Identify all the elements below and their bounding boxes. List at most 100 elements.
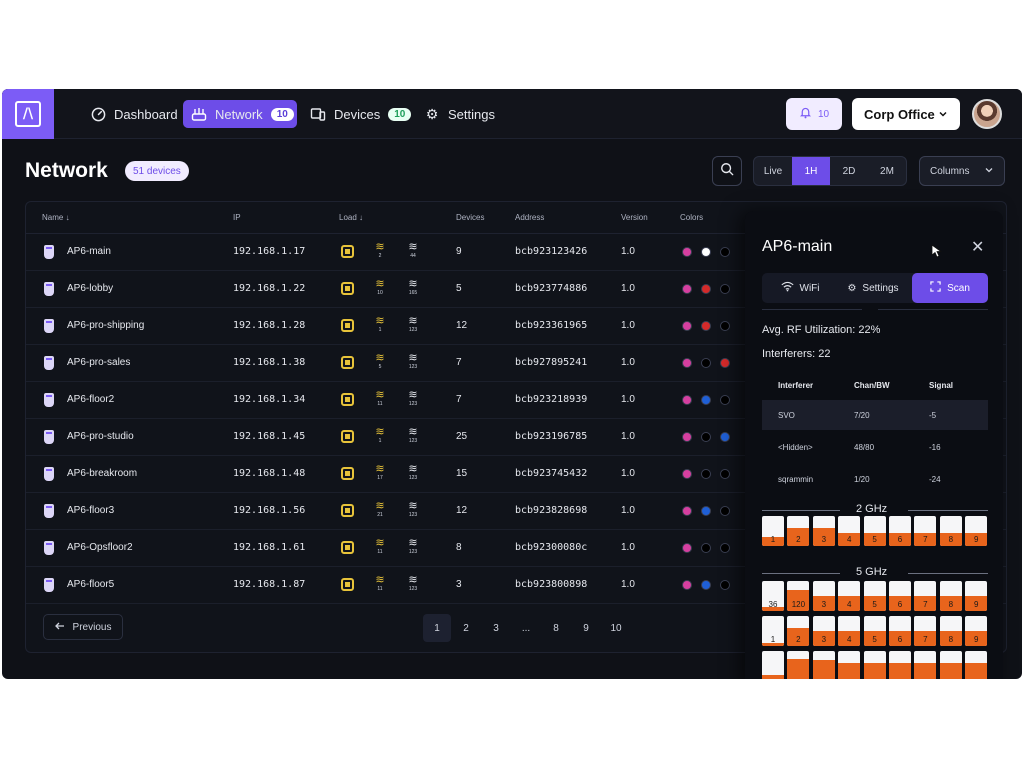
tab-scan[interactable]: Scan xyxy=(912,273,988,303)
color-swatch[interactable] xyxy=(701,395,711,405)
channel-tile[interactable]: 6 xyxy=(889,516,911,546)
table-row[interactable]: AP6-breakroom 192.168.1.48 ≋ 17 ≋ 123 15 bcb923… xyxy=(26,456,1006,493)
color-swatch[interactable] xyxy=(720,432,730,442)
col-devices[interactable]: Devices xyxy=(456,213,485,222)
table-row[interactable]: AP6-pro-sales 192.168.1.38 ≋ 5 ≋ 123 7 bcb92789… xyxy=(26,345,1006,382)
channel-tile[interactable] xyxy=(863,651,886,679)
channel-tile[interactable]: 4 xyxy=(838,581,861,611)
close-icon[interactable]: ✕ xyxy=(971,239,985,256)
tab-wifi[interactable]: WiFi xyxy=(768,273,832,303)
channel-tile[interactable]: 120 xyxy=(787,581,810,611)
channel-tile[interactable]: 3 xyxy=(812,581,835,611)
channel-tile[interactable]: 8 xyxy=(939,616,962,646)
channel-tile[interactable] xyxy=(787,651,810,679)
page-2[interactable]: 2 xyxy=(463,622,469,634)
search-button[interactable] xyxy=(712,156,742,186)
page-1[interactable]: 1 xyxy=(423,614,451,642)
col-colors[interactable]: Colors xyxy=(680,213,704,222)
channel-tile[interactable]: 5 xyxy=(863,516,886,546)
channel-tile[interactable]: 1 xyxy=(762,616,784,646)
tab-settings[interactable]: ⚙ Settings xyxy=(847,282,899,294)
color-swatch[interactable] xyxy=(701,432,711,442)
alerts-button[interactable]: 10 xyxy=(786,98,842,130)
columns-dropdown[interactable]: Columns xyxy=(919,156,1005,186)
col-name[interactable]: Name ↓ xyxy=(42,213,70,222)
range-live[interactable]: Live xyxy=(763,165,783,177)
color-swatch[interactable] xyxy=(720,543,730,553)
range-2d[interactable]: 2D xyxy=(842,165,856,177)
site-selector[interactable]: Corp Office xyxy=(852,98,960,130)
avatar[interactable] xyxy=(972,99,1002,129)
page-10[interactable]: 10 xyxy=(610,622,622,634)
table-row[interactable]: AP6-pro-shipping 192.168.1.28 ≋ 1 ≋ 123 12 bcb9… xyxy=(26,308,1006,345)
table-row[interactable]: AP6-floor3 192.168.1.56 ≋ 21 ≋ 123 12 bcb923828… xyxy=(26,493,1006,530)
color-swatch[interactable] xyxy=(682,469,692,479)
channel-tile[interactable]: 3 xyxy=(812,516,835,546)
table-row[interactable]: AP6-Opsfloor2 192.168.1.61 ≋ 11 ≋ 123 8 bcb9230… xyxy=(26,530,1006,567)
channel-tile[interactable] xyxy=(812,651,835,679)
col-address[interactable]: Address xyxy=(515,213,545,222)
color-swatch[interactable] xyxy=(720,395,730,405)
table-row[interactable]: AP6-floor5 192.168.1.87 ≋ 11 ≋ 123 3 bcb9238008… xyxy=(26,567,1006,604)
color-swatch[interactable] xyxy=(701,284,711,294)
channel-tile[interactable]: 36 xyxy=(762,581,784,611)
color-swatch[interactable] xyxy=(682,506,692,516)
channel-tile[interactable] xyxy=(762,651,784,679)
color-swatch[interactable] xyxy=(720,506,730,516)
channel-tile[interactable] xyxy=(889,651,911,679)
color-swatch[interactable] xyxy=(701,321,711,331)
channel-tile[interactable]: 9 xyxy=(965,581,988,611)
channel-tile[interactable]: 6 xyxy=(889,581,911,611)
previous-button[interactable]: Previous xyxy=(43,614,123,640)
range-2m[interactable]: 2M xyxy=(880,165,894,177)
logo[interactable]: /\ xyxy=(2,89,54,139)
channel-tile[interactable]: 7 xyxy=(914,581,937,611)
channel-tile[interactable]: 7 xyxy=(914,516,937,546)
channel-tile[interactable]: 3 xyxy=(812,616,835,646)
color-swatch[interactable] xyxy=(682,580,692,590)
color-swatch[interactable] xyxy=(701,543,711,553)
color-swatch[interactable] xyxy=(682,395,692,405)
range-1h[interactable]: 1H xyxy=(792,157,830,185)
interferer-row[interactable]: sqrammin 1/20 -24 xyxy=(762,464,988,494)
channel-tile[interactable]: 2 xyxy=(787,616,810,646)
channel-tile[interactable]: 5 xyxy=(863,616,886,646)
col-version[interactable]: Version xyxy=(621,213,648,222)
table-row[interactable]: AP6-floor2 192.168.1.34 ≋ 11 ≋ 123 7 bcb9232189… xyxy=(26,382,1006,419)
channel-tile[interactable]: 4 xyxy=(838,616,861,646)
nav-network[interactable]: Network 10 xyxy=(183,100,297,128)
channel-tile[interactable]: 7 xyxy=(914,616,937,646)
color-swatch[interactable] xyxy=(701,247,711,257)
color-swatch[interactable] xyxy=(682,247,692,257)
color-swatch[interactable] xyxy=(720,247,730,257)
table-row[interactable]: AP6-lobby 192.168.1.22 ≋ 10 ≋ 165 5 bcb92377488… xyxy=(26,271,1006,308)
color-swatch[interactable] xyxy=(701,580,711,590)
page-8[interactable]: 8 xyxy=(553,622,559,634)
channel-tile[interactable] xyxy=(939,651,962,679)
color-swatch[interactable] xyxy=(720,580,730,590)
page-3[interactable]: 3 xyxy=(493,622,499,634)
nav-devices[interactable]: Devices 10 xyxy=(302,100,419,128)
table-row[interactable]: AP6-pro-studio 192.168.1.45 ≋ 1 ≋ 123 25 bcb923… xyxy=(26,419,1006,456)
nav-settings[interactable]: ⚙ Settings xyxy=(416,100,503,128)
color-swatch[interactable] xyxy=(720,358,730,368)
interferer-row[interactable]: SVO 7/20 -5 xyxy=(762,400,988,430)
color-swatch[interactable] xyxy=(720,321,730,331)
channel-tile[interactable]: 8 xyxy=(939,581,962,611)
channel-tile[interactable]: 5 xyxy=(863,581,886,611)
color-swatch[interactable] xyxy=(682,543,692,553)
color-swatch[interactable] xyxy=(682,358,692,368)
channel-tile[interactable] xyxy=(838,651,861,679)
channel-tile[interactable]: 9 xyxy=(965,616,988,646)
color-swatch[interactable] xyxy=(682,321,692,331)
color-swatch[interactable] xyxy=(701,469,711,479)
color-swatch[interactable] xyxy=(701,506,711,516)
color-swatch[interactable] xyxy=(682,432,692,442)
color-swatch[interactable] xyxy=(720,284,730,294)
col-load[interactable]: Load ↓ xyxy=(339,213,364,222)
table-row[interactable]: AP6-main 192.168.1.17 ≋ 2 ≋ 44 9 bcb923123426 1.… xyxy=(26,234,1006,271)
channel-tile[interactable] xyxy=(965,651,988,679)
color-swatch[interactable] xyxy=(701,358,711,368)
channel-tile[interactable] xyxy=(914,651,937,679)
channel-tile[interactable]: 8 xyxy=(939,516,962,546)
